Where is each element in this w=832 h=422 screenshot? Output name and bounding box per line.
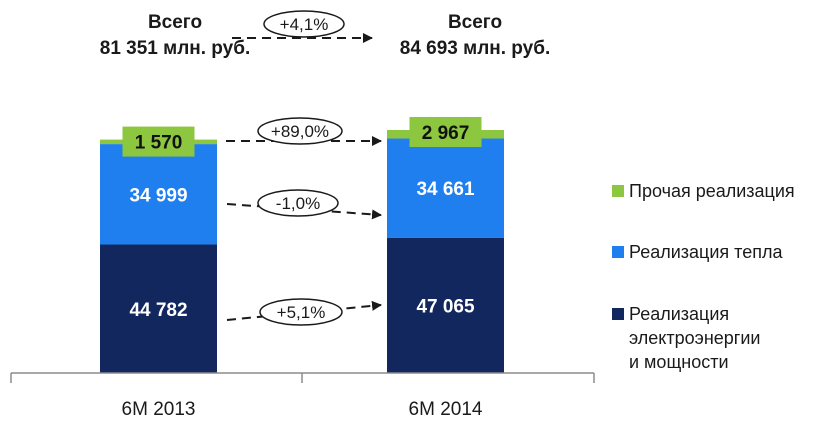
data-label-heat-2014: 34 661 xyxy=(416,179,475,200)
x-tick-label-2013: 6М 2013 xyxy=(122,399,196,420)
legend-swatch-heat-sales xyxy=(612,246,624,258)
label-box-other-2013 xyxy=(122,126,195,157)
bar-heat-2014 xyxy=(387,138,504,238)
bar-heat-2013 xyxy=(100,144,217,245)
other-change-label: +89,0% xyxy=(271,122,329,141)
data-label-power-2014: 47 065 xyxy=(416,296,475,317)
total-2014-value: 84 693 млн. руб. xyxy=(399,38,551,59)
label-box-other-2014 xyxy=(409,117,482,147)
bars-layer: 44 782 47 065 34 999 34 661 1 570 2 967 xyxy=(100,117,504,373)
data-label-other-2014: 2 967 xyxy=(422,123,470,144)
change-arrows: +4,1% +89,0% -1,0% +5,1% xyxy=(226,10,382,326)
legend-swatch-power-sales xyxy=(612,308,624,320)
data-label-heat-2013: 34 999 xyxy=(129,185,187,206)
legend-label-power-sales: Реализация электроэнергии и мощности xyxy=(629,304,761,372)
total-2014: Всего 84 693 млн. руб. xyxy=(380,10,570,62)
legend-item-power-sales: Реализация электроэнергии и мощности xyxy=(612,302,760,374)
total-2013-label: Всего xyxy=(147,12,203,33)
bar-power-2014 xyxy=(387,237,504,373)
total-2014-label: Всего xyxy=(447,12,503,33)
total-change-badge xyxy=(263,10,345,38)
x-axis: 6М 2013 6М 2014 xyxy=(10,372,595,420)
bar-power-2013 xyxy=(100,244,217,373)
total-2013: Всего 81 351 млн. руб. xyxy=(80,10,270,62)
other-change-badge xyxy=(257,117,343,145)
heat-change-badge xyxy=(257,189,339,217)
data-label-other-2013: 1 570 xyxy=(135,133,183,154)
power-change-badge xyxy=(259,298,343,326)
legend-item-other-sales: Прочая реализация xyxy=(612,179,795,203)
total-2013-value: 81 351 млн. руб. xyxy=(99,38,251,59)
legend-label-heat-sales: Реализация тепла xyxy=(629,242,783,262)
data-label-power-2013: 44 782 xyxy=(129,300,187,321)
x-tick-label-2014: 6М 2014 xyxy=(409,399,483,420)
legend-swatch-other-sales xyxy=(612,185,624,197)
heat-change-label: -1,0% xyxy=(276,194,320,213)
total-change-label: +4,1% xyxy=(280,15,329,34)
legend-item-heat-sales: Реализация тепла xyxy=(612,240,782,264)
legend-label-other-sales: Прочая реализация xyxy=(629,181,795,201)
power-change-label: +5,1% xyxy=(277,303,326,322)
